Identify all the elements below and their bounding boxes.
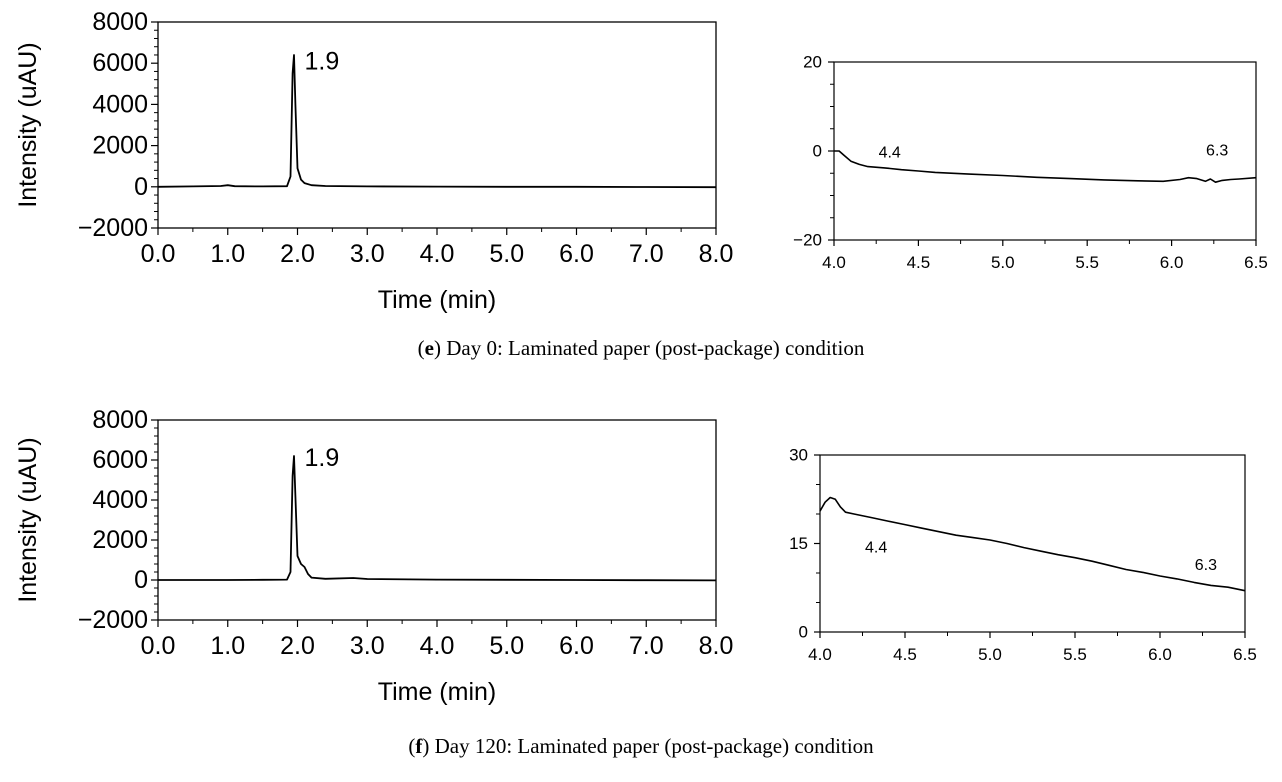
y-tick-label: 4000 [92, 486, 148, 514]
peak-annotation: 6.3 [1195, 557, 1217, 574]
y-axis-title: Intensity (uAU) [14, 42, 42, 207]
x-tick-label: 5.0 [489, 632, 524, 660]
y-tick-label: −2000 [78, 606, 148, 634]
x-tick-label: 6.0 [559, 240, 594, 268]
chart-f-main: −2000 0 2000 4000 6000 8000 0.0 1.0 2.0 3.0 4.0 5.0… [14, 406, 733, 706]
peak-annotation: 6.3 [1206, 142, 1228, 159]
plot-frame [157, 21, 717, 229]
x-tick-label: 4.5 [893, 645, 917, 664]
x-tick-label: 0.0 [141, 632, 176, 660]
y-tick-label: 0 [813, 142, 822, 161]
x-tick-label: 4.5 [907, 253, 931, 272]
x-axis-title: Time (min) [378, 678, 497, 706]
y-tick-label: 2000 [92, 526, 148, 554]
x-tick-label: 6.5 [1233, 645, 1257, 664]
peak-annotation: 1.9 [305, 47, 340, 75]
x-tick-label: 7.0 [629, 632, 664, 660]
series-line [158, 455, 717, 582]
x-tick-label: 5.0 [489, 240, 524, 268]
x-tick-label: 2.0 [280, 240, 315, 268]
x-tick-label: 6.0 [559, 632, 594, 660]
y-tick-label: 0 [134, 173, 148, 201]
y-axis-title: Intensity (uAU) [14, 437, 42, 602]
chart-e-inset: −20 0 20 4.0 4.5 5.0 5.5 6.0 6.5 4.4 6.3 [793, 53, 1268, 273]
x-tick-label: 6.5 [1244, 253, 1268, 272]
y-tick-label: 6000 [92, 49, 148, 77]
peak-annotation: 4.4 [865, 539, 887, 556]
x-tick-label: 1.0 [210, 632, 245, 660]
x-tick-label: 4.0 [808, 645, 832, 664]
x-tick-label: 1.0 [210, 240, 245, 268]
x-tick-label: 3.0 [350, 632, 385, 660]
x-tick-label: 5.0 [978, 645, 1002, 664]
y-tick-label: −2000 [78, 214, 148, 242]
y-tick-label: −20 [793, 231, 822, 250]
series-line [157, 54, 717, 189]
y-tick-label: 2000 [92, 132, 148, 160]
y-tick-label: 0 [799, 623, 808, 642]
y-tick-label: 0 [134, 566, 148, 594]
x-tick-label: 6.0 [1148, 645, 1172, 664]
peak-annotation: 1.9 [305, 444, 340, 472]
y-tick-label: 30 [789, 446, 808, 465]
x-tick-label: 8.0 [699, 632, 734, 660]
x-axis-title: Time (min) [378, 286, 497, 314]
x-tick-label: 3.0 [350, 240, 385, 268]
x-tick-label: 6.0 [1160, 253, 1184, 272]
y-tick-label: 20 [803, 53, 822, 72]
series-line [834, 150, 1257, 183]
x-tick-label: 4.0 [420, 240, 455, 268]
y-tick-label: 8000 [92, 8, 148, 36]
x-tick-label: 2.0 [280, 632, 315, 660]
chart-f-inset: 0 15 30 4.0 4.5 5.0 5.5 6.0 6.5 4.4 6.3 [789, 446, 1257, 665]
caption-e: (e) Day 0: Laminated paper (post-package… [417, 336, 865, 360]
y-tick-label: 6000 [92, 446, 148, 474]
x-tick-label: 5.0 [991, 253, 1015, 272]
x-tick-label: 5.5 [1063, 645, 1087, 664]
x-tick-label: 4.0 [420, 632, 455, 660]
x-tick-label: 8.0 [699, 240, 734, 268]
x-tick-label: 0.0 [141, 240, 176, 268]
caption-f: (f) Day 120: Laminated paper (post-packa… [408, 734, 874, 758]
plot-frame [157, 419, 717, 621]
x-tick-label: 5.5 [1075, 253, 1099, 272]
x-tick-label: 4.0 [822, 253, 846, 272]
y-tick-label: 15 [789, 534, 808, 553]
series-line [819, 496, 1246, 592]
x-tick-label: 7.0 [629, 240, 664, 268]
chart-e-main: −2000 0 2000 4000 6000 8000 0.0 1.0 2.0 3.0 4.0 5.0… [14, 8, 733, 314]
y-tick-label: 8000 [92, 406, 148, 434]
peak-annotation: 4.4 [879, 145, 901, 162]
y-tick-label: 4000 [92, 90, 148, 118]
